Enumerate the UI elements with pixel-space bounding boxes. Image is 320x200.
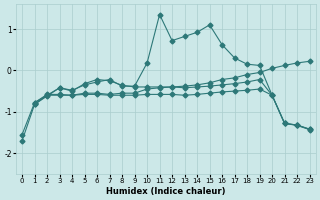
X-axis label: Humidex (Indice chaleur): Humidex (Indice chaleur) [106, 187, 226, 196]
